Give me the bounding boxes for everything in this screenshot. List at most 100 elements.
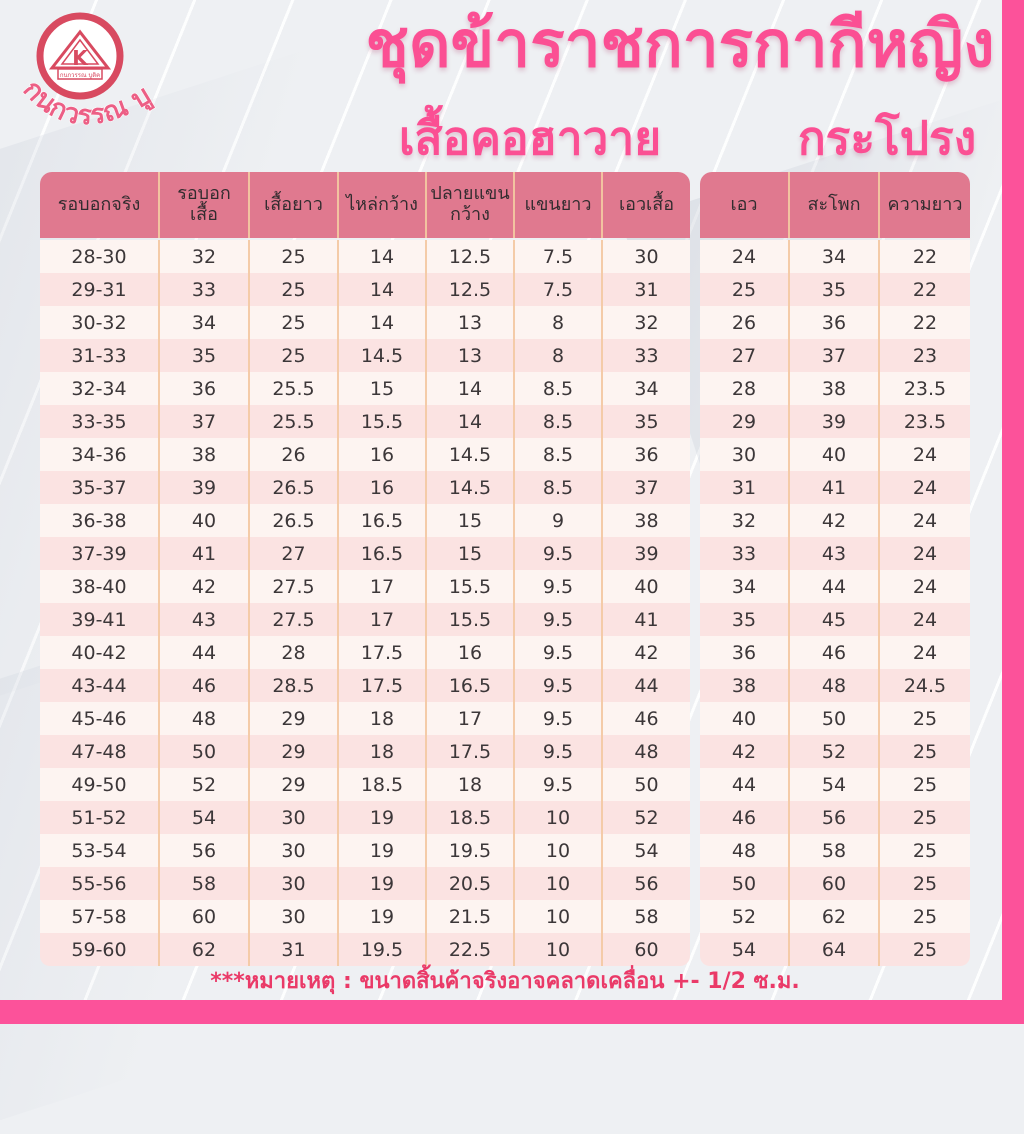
table-cell: 56 bbox=[788, 801, 878, 834]
table-cell: 19.5 bbox=[425, 834, 513, 867]
table-cell: 9.5 bbox=[513, 702, 601, 735]
table-cell: 36 bbox=[601, 438, 690, 471]
table-cell: 37 bbox=[788, 339, 878, 372]
table-cell: 24 bbox=[878, 636, 970, 669]
table-cell: 25 bbox=[878, 768, 970, 801]
table-cell: 33 bbox=[731, 542, 757, 565]
table-cell: 40 bbox=[601, 570, 690, 603]
table-cell: 39 bbox=[788, 405, 878, 438]
table-cell: 34 bbox=[601, 372, 690, 405]
table-row: 28 38 23.5 bbox=[700, 372, 970, 405]
table-cell: 26 bbox=[731, 311, 757, 334]
column-header: รอบอกจริง bbox=[57, 193, 141, 215]
table-cell: 10 bbox=[513, 933, 601, 966]
table-cell: 17 bbox=[425, 702, 513, 735]
table-cell: 25 bbox=[248, 273, 337, 306]
table-cell: 24 bbox=[878, 504, 970, 537]
table-cell: 35 bbox=[788, 273, 878, 306]
table-cell: 47-48 bbox=[71, 740, 127, 763]
table-cell: 34 bbox=[158, 306, 248, 339]
table-cell: 46 bbox=[601, 702, 690, 735]
table-cell: 38 bbox=[788, 372, 878, 405]
table-cell: 20.5 bbox=[425, 867, 513, 900]
table-row: 53-54 56 30 19 19.5 10 54 bbox=[40, 834, 690, 867]
column-header: ความยาว bbox=[878, 172, 970, 238]
table-cell: 25 bbox=[878, 933, 970, 966]
table-row: 57-58 60 30 19 21.5 10 58 bbox=[40, 900, 690, 933]
table-cell: 30 bbox=[248, 900, 337, 933]
table-row: 34-36 38 26 16 14.5 8.5 36 bbox=[40, 438, 690, 471]
table-cell: 44 bbox=[601, 669, 690, 702]
table-row: 44 54 25 bbox=[700, 768, 970, 801]
table-cell: 38-40 bbox=[71, 575, 127, 598]
brand-logo: K กนกวรรณ บูติค กนกวรรณ บูติค bbox=[8, 4, 157, 132]
table-cell: 18.5 bbox=[337, 768, 425, 801]
table-row: 35-37 39 26.5 16 14.5 8.5 37 bbox=[40, 471, 690, 504]
table-cell: 17.5 bbox=[337, 669, 425, 702]
table-cell: 60 bbox=[601, 933, 690, 966]
table-cell: 64 bbox=[788, 933, 878, 966]
table-cell: 36 bbox=[158, 372, 248, 405]
table-cell: 19 bbox=[337, 834, 425, 867]
table-cell: 38 bbox=[601, 504, 690, 537]
table-cell: 15.5 bbox=[337, 405, 425, 438]
table-cell: 8 bbox=[513, 339, 601, 372]
table-cell: 16 bbox=[337, 438, 425, 471]
table-cell: 30 bbox=[601, 240, 690, 273]
table-cell: 44 bbox=[158, 636, 248, 669]
table-cell: 29-31 bbox=[71, 278, 127, 301]
column-header: แขนยาว bbox=[513, 172, 601, 238]
table-cell: 33 bbox=[601, 339, 690, 372]
table-cell: 9.5 bbox=[513, 570, 601, 603]
table-cell: 57-58 bbox=[71, 905, 127, 928]
table-cell: 33 bbox=[158, 273, 248, 306]
table-cell: 24 bbox=[878, 471, 970, 504]
table-cell: 60 bbox=[788, 867, 878, 900]
table-row: 32-34 36 25.5 15 14 8.5 34 bbox=[40, 372, 690, 405]
table-cell: 34 bbox=[731, 575, 757, 598]
table-cell: 31 bbox=[248, 933, 337, 966]
table-cell: 14 bbox=[425, 372, 513, 405]
table-cell: 41 bbox=[601, 603, 690, 636]
table-cell: 24.5 bbox=[878, 669, 970, 702]
table-cell: 48 bbox=[158, 702, 248, 735]
table-cell: 22.5 bbox=[425, 933, 513, 966]
table-row: 48 58 25 bbox=[700, 834, 970, 867]
table-cell: 10 bbox=[513, 900, 601, 933]
table-cell: 25 bbox=[248, 339, 337, 372]
table-row: 39-41 43 27.5 17 15.5 9.5 41 bbox=[40, 603, 690, 636]
table-cell: 35 bbox=[601, 405, 690, 438]
bottom-accent-bar bbox=[0, 1000, 1024, 1024]
table-cell: 50 bbox=[731, 872, 757, 895]
table-cell: 38 bbox=[731, 674, 757, 697]
table-cell: 35-37 bbox=[71, 476, 127, 499]
table-cell: 48 bbox=[788, 669, 878, 702]
table-cell: 18 bbox=[337, 702, 425, 735]
table-cell: 24 bbox=[878, 438, 970, 471]
table-cell: 16 bbox=[425, 636, 513, 669]
table-row: 37-39 41 27 16.5 15 9.5 39 bbox=[40, 537, 690, 570]
table-cell: 19.5 bbox=[337, 933, 425, 966]
table-cell: 19 bbox=[337, 801, 425, 834]
table-cell: 39 bbox=[601, 537, 690, 570]
table-row: 40 50 25 bbox=[700, 702, 970, 735]
right-accent-bar bbox=[1002, 0, 1024, 1024]
table-cell: 34-36 bbox=[71, 443, 127, 466]
column-header: ปลายแขน กว้าง bbox=[425, 172, 513, 238]
table-row: 40-42 44 28 17.5 16 9.5 42 bbox=[40, 636, 690, 669]
table-cell: 43 bbox=[788, 537, 878, 570]
skirt-size-table: เอว สะโพก ความยาว 24 34 22 25 35 22 26 36 22 27 37 23… bbox=[700, 172, 970, 966]
table-row: 30-32 34 25 14 13 8 32 bbox=[40, 306, 690, 339]
table-row: 36 46 24 bbox=[700, 636, 970, 669]
table-cell: 32-34 bbox=[71, 377, 127, 400]
table-cell: 25 bbox=[731, 278, 757, 301]
table-cell: 29 bbox=[248, 735, 337, 768]
table-row: 42 52 25 bbox=[700, 735, 970, 768]
table-cell: 46 bbox=[158, 669, 248, 702]
svg-text:K: K bbox=[72, 46, 89, 70]
table-cell: 7.5 bbox=[513, 240, 601, 273]
table-cell: 26.5 bbox=[248, 471, 337, 504]
page-title: ชุดข้าราชการกากีหญิง bbox=[365, 8, 995, 82]
column-header: ไหล่กว้าง bbox=[337, 172, 425, 238]
table-row: 31 41 24 bbox=[700, 471, 970, 504]
